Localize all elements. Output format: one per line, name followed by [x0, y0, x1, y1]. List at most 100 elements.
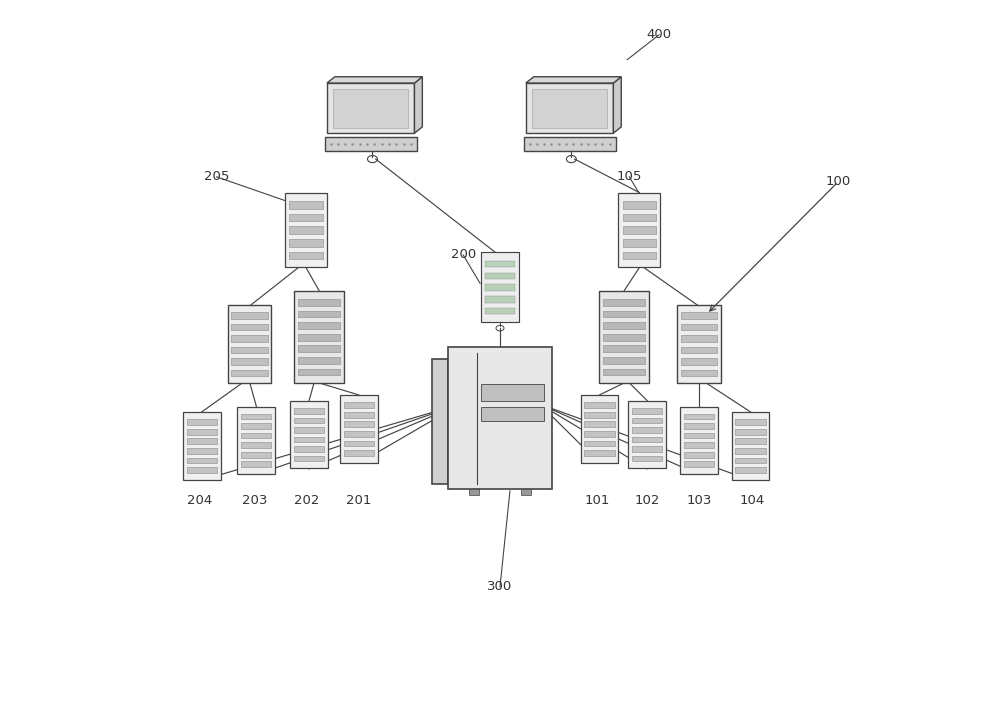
Bar — [298, 345, 340, 352]
Bar — [681, 358, 717, 364]
Bar — [294, 291, 344, 383]
Bar — [237, 407, 275, 474]
Bar — [599, 291, 649, 383]
Bar — [187, 458, 217, 463]
Bar — [344, 422, 374, 427]
Bar — [584, 402, 615, 408]
Bar — [187, 420, 217, 425]
Bar — [231, 347, 268, 353]
Bar — [289, 213, 323, 221]
Bar — [584, 412, 615, 417]
Bar — [432, 359, 448, 484]
Text: 200: 200 — [451, 248, 476, 261]
Bar — [735, 429, 766, 435]
Bar — [241, 461, 271, 467]
Bar — [231, 369, 268, 377]
Bar — [603, 322, 645, 329]
Text: 202: 202 — [294, 493, 320, 507]
Bar — [231, 312, 268, 319]
Bar — [603, 299, 645, 306]
Bar — [298, 299, 340, 306]
Bar — [344, 431, 374, 437]
Bar — [628, 401, 666, 468]
Text: 100: 100 — [825, 175, 851, 188]
Bar — [298, 357, 340, 364]
Bar — [294, 417, 324, 423]
Bar — [681, 347, 717, 353]
Bar — [584, 422, 615, 427]
Bar — [241, 432, 271, 438]
Bar — [298, 311, 340, 317]
Bar — [298, 369, 340, 375]
Bar — [603, 357, 645, 364]
Bar — [735, 458, 766, 463]
Bar — [241, 423, 271, 429]
Bar — [481, 252, 519, 321]
Bar — [289, 252, 323, 259]
Bar — [681, 324, 717, 330]
Bar — [241, 452, 271, 458]
Bar — [581, 395, 618, 463]
Bar — [289, 239, 323, 246]
Bar — [632, 408, 662, 414]
Bar — [298, 322, 340, 329]
Bar — [732, 412, 769, 480]
Bar — [680, 407, 718, 474]
Bar — [333, 89, 408, 128]
Text: 201: 201 — [346, 493, 371, 507]
Bar — [684, 414, 714, 420]
Bar — [448, 347, 552, 490]
Bar — [524, 137, 616, 151]
Bar — [632, 456, 662, 462]
Bar — [285, 193, 327, 267]
Polygon shape — [327, 77, 422, 83]
Bar — [521, 490, 531, 495]
Bar — [469, 490, 479, 495]
Bar — [532, 89, 607, 128]
Bar — [485, 296, 515, 303]
Bar — [623, 252, 656, 259]
Bar — [584, 431, 615, 437]
Bar — [603, 334, 645, 341]
Polygon shape — [414, 77, 422, 133]
Text: 103: 103 — [686, 493, 712, 507]
Bar — [231, 358, 268, 364]
Bar — [632, 417, 662, 423]
Bar — [735, 448, 766, 454]
Text: 300: 300 — [487, 580, 513, 594]
Bar — [623, 239, 656, 246]
Bar — [183, 412, 221, 480]
Bar — [294, 437, 324, 442]
Bar — [241, 442, 271, 448]
Bar — [231, 324, 268, 330]
Bar — [344, 402, 374, 408]
Bar — [485, 261, 515, 268]
Bar — [632, 427, 662, 432]
Bar — [289, 226, 323, 234]
Bar — [485, 308, 515, 314]
Bar — [623, 226, 656, 234]
Bar — [481, 407, 544, 421]
Text: 400: 400 — [647, 28, 672, 42]
Bar — [289, 201, 323, 208]
Bar — [526, 83, 613, 133]
Bar — [327, 83, 414, 133]
Bar — [344, 412, 374, 417]
Bar — [618, 193, 660, 267]
Bar — [325, 137, 417, 151]
Text: 105: 105 — [617, 170, 642, 183]
Polygon shape — [526, 77, 621, 83]
Bar — [187, 448, 217, 454]
Bar — [187, 429, 217, 435]
Text: 203: 203 — [242, 493, 267, 507]
Bar — [294, 456, 324, 462]
Bar — [187, 438, 217, 444]
Bar — [344, 440, 374, 446]
Bar — [681, 335, 717, 342]
Bar — [632, 437, 662, 442]
Bar — [298, 334, 340, 341]
Bar — [677, 304, 721, 383]
Bar — [603, 311, 645, 317]
Bar — [681, 369, 717, 377]
Bar — [603, 369, 645, 375]
